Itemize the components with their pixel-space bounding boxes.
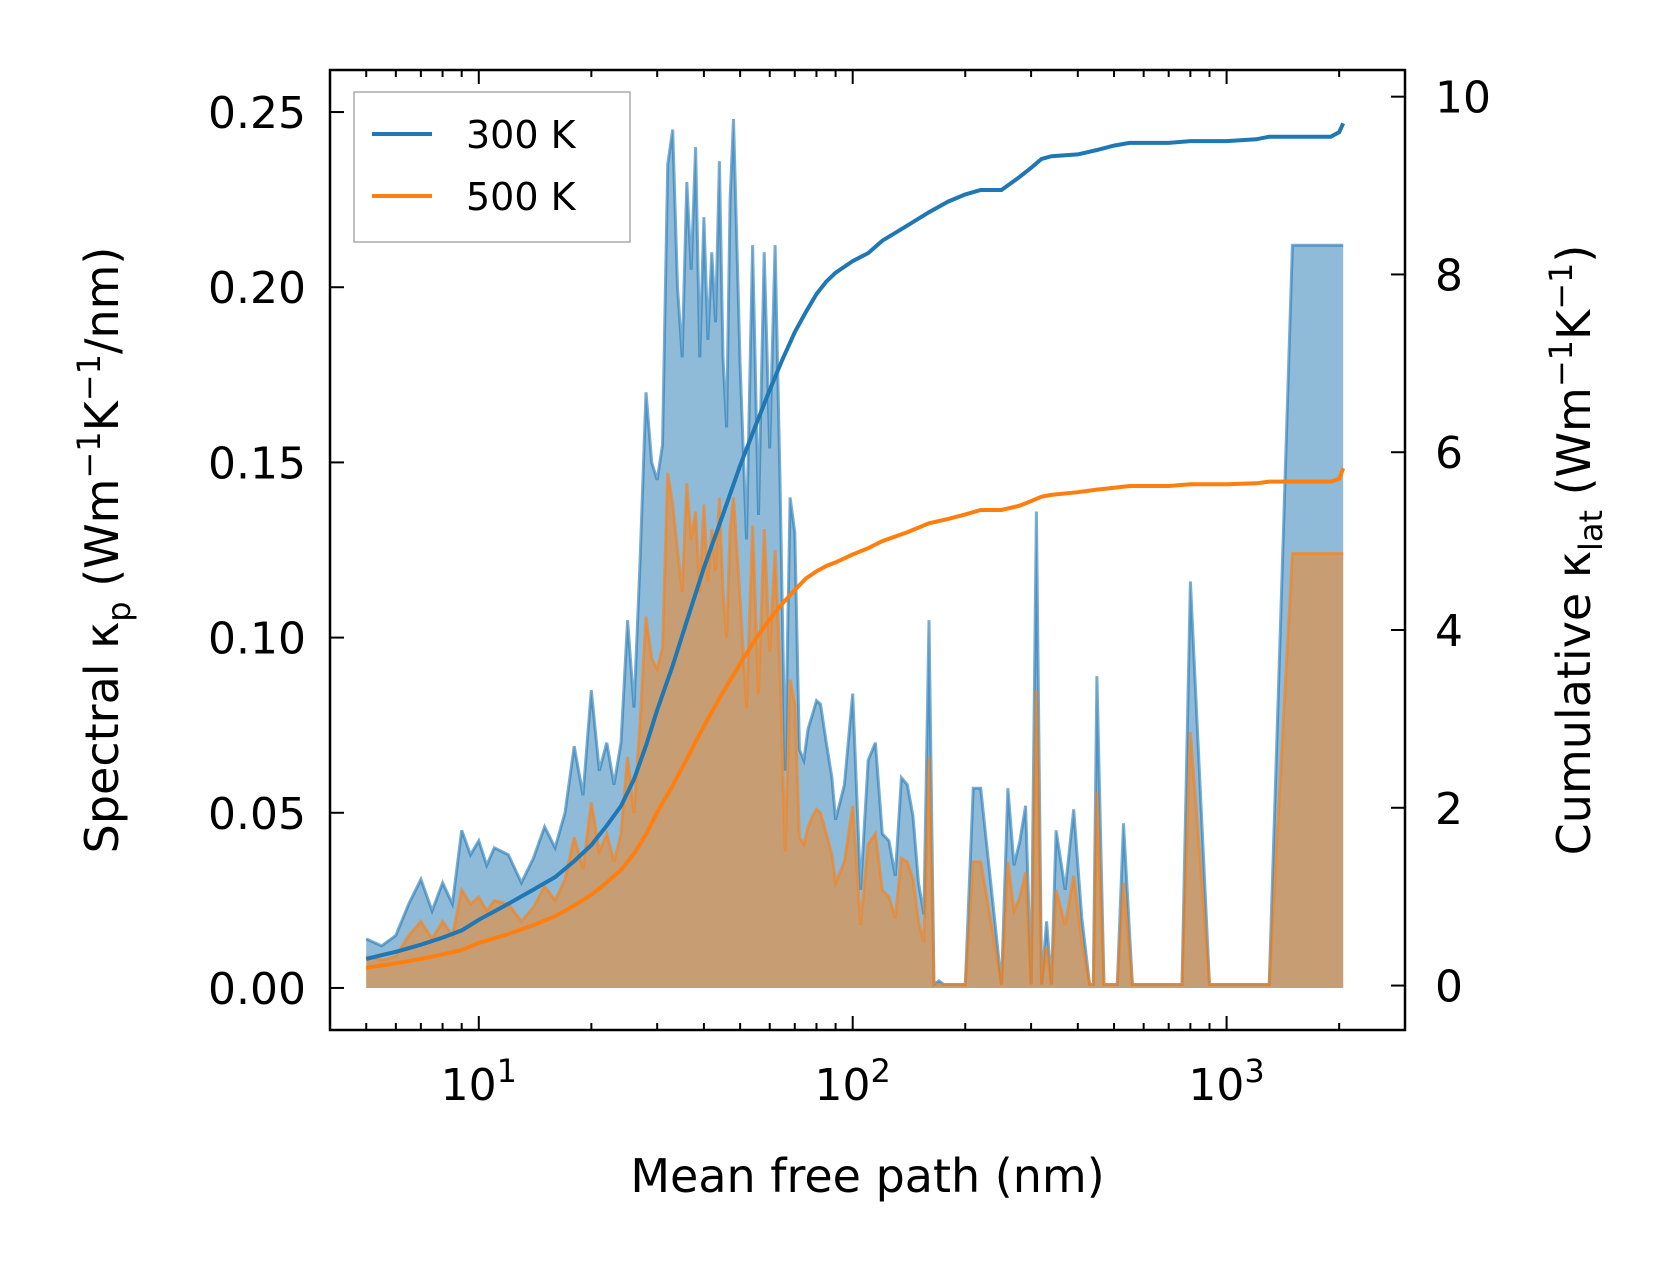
right-y-label-post: ) [1547,245,1601,263]
left-y-tick-label: 0.20 [208,263,306,314]
left-y-label-exp1: −1 [70,431,108,478]
left-y-label-sub: p [100,601,138,621]
right-y-label-mid: K [1547,308,1601,340]
cumulative-line-500-k-cumulative [365,467,1346,970]
legend: 300 K 500 K [353,91,631,243]
legend-box [353,91,631,243]
left-y-tick-label: 0.10 [208,614,306,665]
right-y-label-exp2: −1 [1542,263,1580,310]
cumulative-line-300-k-cumulative [365,122,1346,961]
x-tick-label-base: 10 [441,1060,497,1111]
legend-label-500k: 500 K [466,175,577,219]
left-y-tick-label: 0.25 [208,88,306,139]
right-y-label-exp1: −1 [1542,340,1580,387]
x-tick-label-base: 10 [815,1060,871,1111]
right-y-tick-label: 6 [1435,428,1463,479]
right-y-axis-label: Cumulative κlat (Wm−1K−1) [1542,245,1610,856]
line-layer [365,122,1346,970]
right-y-label-sub: lat [1572,510,1610,551]
left-y-tick-label: 0.05 [208,789,306,840]
spectral-line-500-k [365,472,1344,986]
spectral-line-300-k [365,119,1344,988]
left-y-tick-label: 0.00 [208,964,306,1015]
x-tick-label-exp: 1 [497,1052,517,1090]
x-tick-label: 102 [815,1052,891,1111]
left-y-label-main: Spectral κ [75,622,129,854]
left-y-label-post: /nm) [75,247,129,354]
left-y-tick-label: 0.15 [208,438,306,489]
right-y-tick-label: 8 [1435,250,1463,301]
fill-layer [365,119,1344,989]
right-y-tick-label: 4 [1435,606,1463,657]
x-tick-label-exp: 3 [1244,1052,1264,1090]
x-tick-label: 101 [441,1052,517,1111]
left-y-label-mid: K [75,399,129,431]
right-y-tick-label: 10 [1435,73,1491,124]
x-tick-label: 103 [1188,1052,1264,1111]
right-y-label-main: Cumulative κ [1547,551,1601,855]
right-y-label-units-pre: (Wm [1547,387,1601,510]
left-y-axis-label: Spectral κp (Wm−1K−1/nm) [70,247,138,854]
x-axis-label: Mean free path (nm) [630,1149,1104,1203]
right-y-tick-label: 2 [1435,784,1463,835]
right-y-tick-label: 0 [1435,962,1463,1013]
legend-label-300k: 300 K [466,113,577,157]
plot-frame [328,68,1407,1032]
left-y-label-units-pre: (Wm [75,479,129,602]
x-tick-label-base: 10 [1188,1060,1244,1111]
x-tick-label-exp: 2 [871,1052,891,1090]
left-y-label-exp2: −1 [70,354,108,401]
